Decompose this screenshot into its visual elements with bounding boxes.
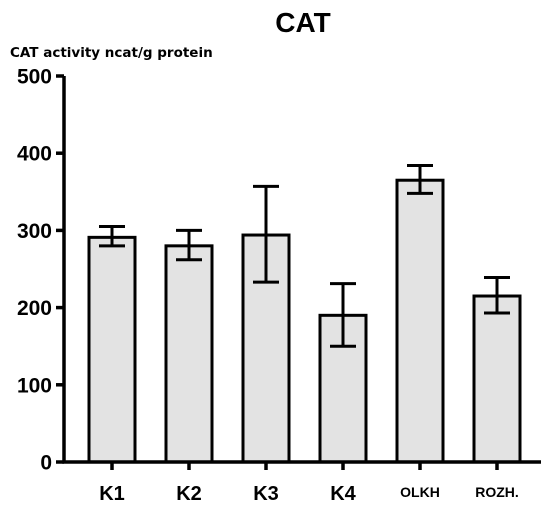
bar: [395, 178, 445, 464]
y-tick-label: 200: [17, 297, 52, 320]
y-axis-label: CAT activity ncat/g protein: [10, 45, 213, 61]
y-axis-ticks: 0 100 200 300 400 500: [17, 66, 64, 475]
y-tick-label: 400: [17, 143, 52, 166]
x-tick-label: K1: [99, 483, 125, 505]
y-tick-label: 300: [17, 220, 52, 243]
y-tick-label: 500: [17, 66, 52, 89]
x-tick-label: ROZH.: [475, 484, 519, 500]
bar: [472, 294, 522, 464]
y-tick-label: 0: [40, 452, 52, 475]
bar: [87, 235, 137, 464]
chart-title: CAT: [275, 7, 330, 38]
bar: [164, 244, 214, 464]
bars: [87, 164, 522, 464]
x-axis-ticks: K1 K2 K3 K4 OLKH ROZH.: [99, 462, 519, 505]
x-tick-label: K2: [176, 483, 202, 505]
x-tick-label: OLKH: [400, 484, 440, 500]
axes: [62, 76, 541, 464]
y-tick-label: 100: [17, 374, 52, 397]
x-tick-label: K4: [330, 483, 356, 505]
x-tick-label: K3: [253, 483, 279, 505]
